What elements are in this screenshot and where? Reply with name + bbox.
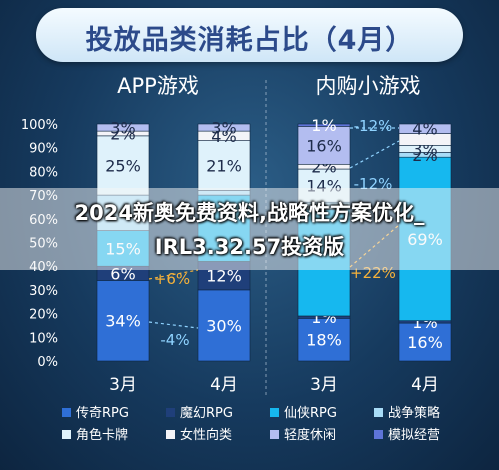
legend-label: 轻度休闲 [284, 428, 337, 443]
x-tick-label: 3月 [109, 375, 137, 395]
data-label: 4% [412, 120, 437, 139]
legend-item: 女性向类 [166, 424, 232, 443]
y-tick-label: 100% [21, 118, 58, 133]
bar-segment [197, 140, 251, 191]
legend-swatch [374, 408, 383, 417]
section-title-app: APP游戏 [117, 74, 199, 98]
data-label: 1% [311, 116, 336, 135]
legend-swatch [374, 430, 383, 439]
bar-segment [96, 135, 150, 196]
bar-segment [398, 123, 452, 134]
annotation-label: +6% [154, 270, 190, 288]
title-banner: 投放品类消耗占比（4月） [36, 8, 463, 62]
y-tick-label: 20% [29, 308, 58, 323]
data-label: 16% [407, 333, 443, 352]
bar-segment [297, 318, 351, 362]
data-label: 12% [206, 267, 242, 286]
legend-item: 传奇RPG [62, 402, 129, 421]
y-tick-label: 10% [29, 331, 58, 346]
data-label: 3% [211, 119, 236, 138]
legend-label: 战争策略 [388, 406, 441, 421]
legend-swatch [270, 430, 279, 439]
data-label: 21% [206, 156, 242, 175]
chart-title: 投放品类消耗占比（4月） [85, 25, 414, 56]
watermark-line-2: IRL3.32.57投资版 [154, 235, 345, 259]
annotation-connector [148, 269, 199, 280]
legend-item: 角色卡牌 [62, 424, 128, 443]
legend-label: 传奇RPG [76, 406, 129, 421]
annotation-connector [148, 321, 199, 329]
data-label: 16% [306, 136, 342, 155]
watermark-text: 2024新奥免费资料,战略性方案优化_ IRL3.32.57投资版 [8, 196, 491, 264]
bar-segment [297, 126, 351, 165]
x-tick-label: 3月 [310, 375, 338, 395]
data-label: 18% [306, 331, 342, 350]
annotation-connector [349, 140, 400, 169]
data-label: 4% [211, 127, 236, 146]
bar-segment [96, 280, 150, 362]
data-label: 30% [206, 316, 242, 335]
y-tick-label: 90% [29, 142, 58, 157]
bar-segment [96, 123, 150, 132]
legend-item: 仙侠RPG [270, 402, 337, 421]
legend-item: 战争策略 [374, 402, 440, 421]
legend-item: 魔幻RPG [166, 402, 233, 421]
legend-swatch [270, 408, 279, 417]
watermark-banner [0, 188, 499, 270]
y-tick-label: 30% [29, 284, 58, 299]
watermark-line-1: 2024新奥免费资料,战略性方案优化_ [74, 201, 425, 225]
data-label: 34% [105, 312, 141, 331]
legend-label: 仙侠RPG [284, 406, 337, 421]
legend-item: 模拟经营 [374, 424, 440, 443]
bar-segment [197, 123, 251, 132]
legend-swatch [62, 430, 71, 439]
legend-label: 女性向类 [180, 428, 233, 443]
data-label: 25% [105, 156, 141, 175]
annotation-label: -12% [354, 117, 393, 135]
y-tick-label: 0% [37, 355, 58, 370]
bar-segment [197, 289, 251, 362]
section-title-minigame: 内购小游戏 [315, 74, 421, 98]
bar-segment [297, 123, 351, 127]
legend-label: 模拟经营 [388, 428, 441, 443]
legend-swatch [62, 408, 71, 417]
legend-swatch [166, 408, 175, 417]
x-tick-label: 4月 [210, 375, 238, 395]
y-tick-label: 80% [29, 165, 58, 180]
legend-item: 轻度休闲 [270, 424, 336, 443]
annotation-label: -4% [160, 331, 189, 349]
x-tick-label: 4月 [411, 375, 439, 395]
data-label: 3% [110, 119, 135, 138]
legend-label: 魔幻RPG [180, 406, 233, 421]
legend-label: 角色卡牌 [76, 428, 129, 443]
legend-swatch [166, 430, 175, 439]
